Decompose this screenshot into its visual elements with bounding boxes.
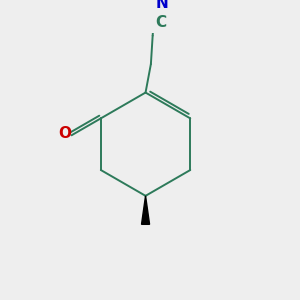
Text: O: O bbox=[58, 126, 71, 141]
Polygon shape bbox=[142, 196, 150, 224]
Text: C: C bbox=[155, 15, 166, 30]
Text: N: N bbox=[155, 0, 168, 11]
